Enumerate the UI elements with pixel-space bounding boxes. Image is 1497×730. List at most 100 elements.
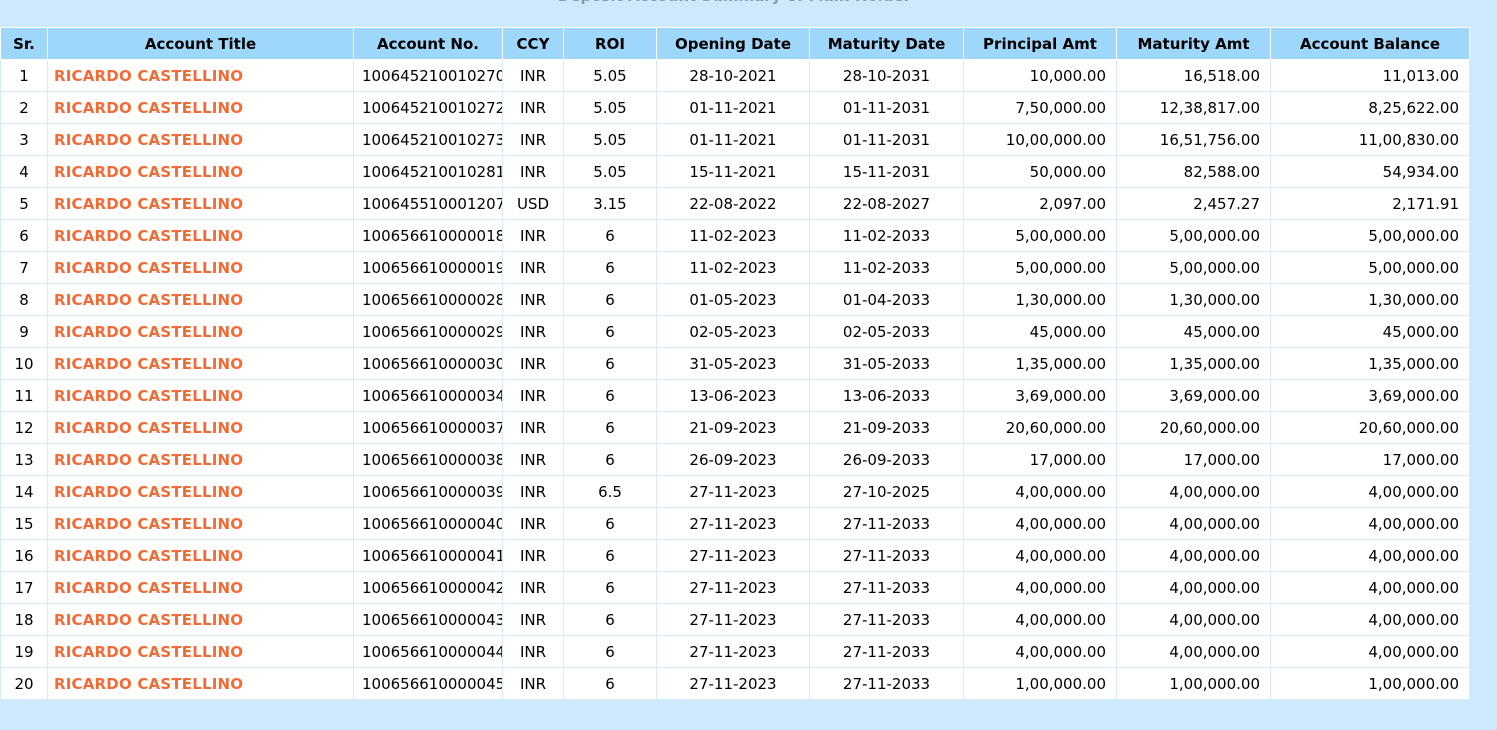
cell-account-title[interactable]: RICARDO CASTELLINO: [47, 411, 354, 444]
table-row[interactable]: 10 RICARDO CASTELLINO 100656610000030 INR 6 3…: [0, 347, 1470, 380]
cell-principal-amt: 1,30,000.00: [963, 283, 1117, 316]
table-row[interactable]: 9 RICARDO CASTELLINO 100656610000029 INR 6 02…: [0, 315, 1470, 348]
cell-account-title[interactable]: RICARDO CASTELLINO: [47, 571, 354, 604]
cell-account-no[interactable]: 100656610000037: [353, 411, 503, 444]
table-row[interactable]: 11 RICARDO CASTELLINO 100656610000034 INR 6 1…: [0, 379, 1470, 412]
cell-ccy: INR: [502, 507, 564, 540]
table-row[interactable]: 5 RICARDO CASTELLINO 100645510001207 USD 3.1…: [0, 187, 1470, 220]
cell-ccy: INR: [502, 603, 564, 636]
cell-account-no[interactable]: 100656610000029: [353, 315, 503, 348]
table-row[interactable]: 15 RICARDO CASTELLINO 100656610000040 INR 6 2…: [0, 507, 1470, 540]
cell-account-no[interactable]: 100656610000041: [353, 539, 503, 572]
cell-account-no[interactable]: 100656610000040: [353, 507, 503, 540]
cell-account-no[interactable]: 100656610000019: [353, 251, 503, 284]
cell-account-no[interactable]: 100645210010281: [353, 155, 503, 188]
cell-principal-amt: 3,69,000.00: [963, 379, 1117, 412]
cell-maturity-date: 13-06-2033: [809, 379, 964, 412]
cell-principal-amt: 4,00,000.00: [963, 507, 1117, 540]
cell-roi: 6: [563, 603, 657, 636]
cell-account-title[interactable]: RICARDO CASTELLINO: [47, 315, 354, 348]
cell-principal-amt: 50,000.00: [963, 155, 1117, 188]
col-header-opening-date[interactable]: Opening Date: [656, 27, 810, 60]
cell-sr: 16: [0, 539, 48, 572]
cell-account-no[interactable]: 100656610000039: [353, 475, 503, 508]
cell-sr: 17: [0, 571, 48, 604]
cell-roi: 5.05: [563, 155, 657, 188]
cell-account-title[interactable]: RICARDO CASTELLINO: [47, 219, 354, 252]
table-row[interactable]: 17 RICARDO CASTELLINO 100656610000042 INR 6 2…: [0, 571, 1470, 604]
table-row[interactable]: 19 RICARDO CASTELLINO 100656610000044 INR 6 2…: [0, 635, 1470, 668]
cell-account-title[interactable]: RICARDO CASTELLINO: [47, 667, 354, 700]
cell-account-balance: 3,69,000.00: [1270, 379, 1470, 412]
table-row[interactable]: 18 RICARDO CASTELLINO 100656610000043 INR 6 2…: [0, 603, 1470, 636]
cell-account-title[interactable]: RICARDO CASTELLINO: [47, 283, 354, 316]
table-row[interactable]: 13 RICARDO CASTELLINO 100656610000038 INR 6 2…: [0, 443, 1470, 476]
col-header-maturity-amt[interactable]: Maturity Amt: [1116, 27, 1271, 60]
cell-opening-date: 26-09-2023: [656, 443, 810, 476]
cell-account-title[interactable]: RICARDO CASTELLINO: [47, 187, 354, 220]
cell-account-title[interactable]: RICARDO CASTELLINO: [47, 475, 354, 508]
cell-account-no[interactable]: 100656610000044: [353, 635, 503, 668]
col-header-principal-amt[interactable]: Principal Amt: [963, 27, 1117, 60]
cell-maturity-date: 27-11-2033: [809, 635, 964, 668]
cell-maturity-date: 01-11-2031: [809, 123, 964, 156]
cell-account-title[interactable]: RICARDO CASTELLINO: [47, 91, 354, 124]
cell-account-title[interactable]: RICARDO CASTELLINO: [47, 155, 354, 188]
cell-account-no[interactable]: 100656610000038: [353, 443, 503, 476]
cell-account-no[interactable]: 100645210010273: [353, 123, 503, 156]
table-row[interactable]: 4 RICARDO CASTELLINO 100645210010281 INR 5.0…: [0, 155, 1470, 188]
cell-account-no[interactable]: 100656610000043: [353, 603, 503, 636]
cell-account-title[interactable]: RICARDO CASTELLINO: [47, 347, 354, 380]
cell-roi: 6: [563, 571, 657, 604]
cell-account-no[interactable]: 100656610000045: [353, 667, 503, 700]
table-row[interactable]: 7 RICARDO CASTELLINO 100656610000019 INR 6 11…: [0, 251, 1470, 284]
cell-sr: 9: [0, 315, 48, 348]
cell-account-no[interactable]: 100645210010272: [353, 91, 503, 124]
cell-opening-date: 31-05-2023: [656, 347, 810, 380]
cell-account-title[interactable]: RICARDO CASTELLINO: [47, 59, 354, 92]
cell-maturity-amt: 12,38,817.00: [1116, 91, 1271, 124]
table-row[interactable]: 16 RICARDO CASTELLINO 100656610000041 INR 6 2…: [0, 539, 1470, 572]
cell-ccy: INR: [502, 443, 564, 476]
cell-account-no[interactable]: 100656610000028: [353, 283, 503, 316]
cell-account-no[interactable]: 100656610000042: [353, 571, 503, 604]
table-row[interactable]: 3 RICARDO CASTELLINO 100645210010273 INR 5.0…: [0, 123, 1470, 156]
table-row[interactable]: 2 RICARDO CASTELLINO 100645210010272 INR 5.0…: [0, 91, 1470, 124]
table-row[interactable]: 6 RICARDO CASTELLINO 100656610000018 INR 6 11…: [0, 219, 1470, 252]
table-row[interactable]: 8 RICARDO CASTELLINO 100656610000028 INR 6 01…: [0, 283, 1470, 316]
cell-account-title[interactable]: RICARDO CASTELLINO: [47, 443, 354, 476]
cell-maturity-amt: 20,60,000.00: [1116, 411, 1271, 444]
col-header-account-no[interactable]: Account No.: [353, 27, 503, 60]
cell-account-title[interactable]: RICARDO CASTELLINO: [47, 379, 354, 412]
cell-account-title[interactable]: RICARDO CASTELLINO: [47, 507, 354, 540]
col-header-account-title[interactable]: Account Title: [47, 27, 354, 60]
cell-account-no[interactable]: 100656610000030: [353, 347, 503, 380]
col-header-sr[interactable]: Sr.: [0, 27, 48, 60]
cell-sr: 6: [0, 219, 48, 252]
table-row[interactable]: 1 RICARDO CASTELLINO 100645210010270 INR 5.0…: [0, 59, 1470, 92]
cell-account-title[interactable]: RICARDO CASTELLINO: [47, 539, 354, 572]
cell-account-no[interactable]: 100656610000018: [353, 219, 503, 252]
table-row[interactable]: 20 RICARDO CASTELLINO 100656610000045 INR 6 2…: [0, 667, 1470, 700]
cell-ccy: INR: [502, 475, 564, 508]
cell-account-title[interactable]: RICARDO CASTELLINO: [47, 635, 354, 668]
col-header-account-balance[interactable]: Account Balance: [1270, 27, 1470, 60]
cell-account-no[interactable]: 100645210010270: [353, 59, 503, 92]
col-header-maturity-date[interactable]: Maturity Date: [809, 27, 964, 60]
cell-account-title[interactable]: RICARDO CASTELLINO: [47, 251, 354, 284]
table-row[interactable]: 14 RICARDO CASTELLINO 100656610000039 INR 6.…: [0, 475, 1470, 508]
table-row[interactable]: 12 RICARDO CASTELLINO 100656610000037 INR 6 2…: [0, 411, 1470, 444]
cell-maturity-amt: 45,000.00: [1116, 315, 1271, 348]
cell-roi: 6: [563, 219, 657, 252]
cell-maturity-date: 02-05-2033: [809, 315, 964, 348]
page-title: Deposit Account Summary of Main Holder: [0, 0, 1469, 5]
cell-opening-date: 27-11-2023: [656, 635, 810, 668]
col-header-ccy[interactable]: CCY: [502, 27, 564, 60]
cell-account-title[interactable]: RICARDO CASTELLINO: [47, 123, 354, 156]
cell-account-title[interactable]: RICARDO CASTELLINO: [47, 603, 354, 636]
cell-account-no[interactable]: 100645510001207: [353, 187, 503, 220]
col-header-roi[interactable]: ROI: [563, 27, 657, 60]
cell-account-balance: 5,00,000.00: [1270, 219, 1470, 252]
cell-account-no[interactable]: 100656610000034: [353, 379, 503, 412]
cell-maturity-amt: 4,00,000.00: [1116, 603, 1271, 636]
